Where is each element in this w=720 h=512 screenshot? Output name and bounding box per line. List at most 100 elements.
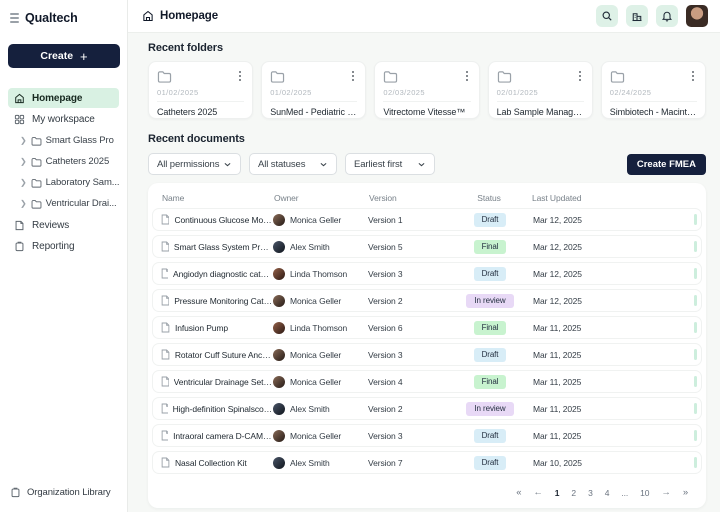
owner-avatar xyxy=(273,240,285,253)
document-icon xyxy=(161,322,170,333)
folder-date: 02/03/2025 xyxy=(383,88,471,102)
page-number[interactable]: 3 xyxy=(588,487,593,498)
table-row[interactable]: Smart Glass System Prototype Alex Smith … xyxy=(152,235,702,258)
page-number[interactable]: 1 xyxy=(554,487,560,498)
table-row[interactable]: Intraoral camera D-CAM HD S - 0° Monica … xyxy=(152,424,702,447)
next-page-icon[interactable]: → xyxy=(661,487,671,498)
table-row[interactable]: Infusion Pump Linda Thomson Version 6 Fi… xyxy=(152,316,702,339)
user-avatar[interactable] xyxy=(686,5,708,27)
page-links: 1 2 3 4... 10 xyxy=(555,488,650,498)
folder-card[interactable]: 01/02/2025 SunMed - Pediatric resusc... xyxy=(261,61,367,119)
folder-icon xyxy=(31,178,42,188)
chevron-right-icon: ❯ xyxy=(20,136,27,145)
column-header-name: Name xyxy=(162,192,185,203)
document-version: Version 5 xyxy=(368,241,403,252)
owner-name: Monica Geller xyxy=(290,376,342,387)
card-menu-icon[interactable] xyxy=(349,70,357,82)
row-menu-icon[interactable] xyxy=(694,322,697,333)
table-row[interactable]: Ventricular Drainage Set: Trocar Monica … xyxy=(152,370,702,393)
document-name: High-definition Spinalscope Fiber O... xyxy=(172,403,273,414)
folder-card[interactable]: 02/01/2025 Lab Sample Management xyxy=(487,61,593,119)
sidebar-workspace-folder[interactable]: ❯ Smart Glass Pro xyxy=(20,130,119,151)
search-button[interactable] xyxy=(596,5,618,27)
table-row[interactable]: Nasal Collection Kit Alex Smith Version … xyxy=(152,451,702,474)
permissions-filter[interactable]: All permissions xyxy=(148,153,241,175)
row-menu-icon[interactable] xyxy=(694,214,697,225)
table-row[interactable]: High-definition Spinalscope Fiber O... A… xyxy=(152,397,702,420)
chevron-down-icon xyxy=(319,160,328,169)
document-version: Version 3 xyxy=(368,430,403,441)
page-number[interactable]: 10 xyxy=(640,487,650,498)
last-page-icon[interactable]: » xyxy=(682,487,688,498)
page-number[interactable]: 4 xyxy=(604,487,610,498)
row-menu-icon[interactable] xyxy=(694,241,697,252)
organization-button[interactable] xyxy=(626,5,648,27)
table-row[interactable]: Continuous Glucose Monitor Monica Geller… xyxy=(152,208,702,231)
owner-name: Linda Thomson xyxy=(290,268,348,279)
row-menu-icon[interactable] xyxy=(694,268,697,279)
row-menu-icon[interactable] xyxy=(694,295,697,306)
owner-name: Monica Geller xyxy=(290,349,342,360)
folder-card-list: 01/02/2025 Catheters 2025 01/02/2025 Sun… xyxy=(148,61,706,119)
table-row[interactable]: Rotator Cuff Suture Anchor Monica Geller… xyxy=(152,343,702,366)
folder-label: Smart Glass Pro xyxy=(45,135,114,146)
table-row[interactable]: Angiodyn diagnostic catheters for... Lin… xyxy=(152,262,702,285)
sidebar-workspace-folder[interactable]: ❯ Laboratory Sam... xyxy=(20,172,119,193)
first-page-icon[interactable]: « xyxy=(516,487,522,498)
recent-folders-heading: Recent folders xyxy=(148,42,224,54)
previous-page-icon[interactable]: ← xyxy=(533,487,543,498)
owner-avatar xyxy=(273,267,285,280)
sidebar-item-label: Homepage xyxy=(32,92,83,104)
sidebar-item-reviews[interactable]: Reviews xyxy=(8,215,119,235)
row-menu-icon[interactable] xyxy=(694,376,697,387)
table-row[interactable]: Pressure Monitoring Catheter Monica Gell… xyxy=(152,289,702,312)
status-badge: In review xyxy=(466,293,514,308)
document-icon xyxy=(161,430,169,441)
row-menu-icon[interactable] xyxy=(694,457,697,468)
create-button-label: Create xyxy=(40,50,74,62)
folder-card[interactable]: 02/03/2025 Vitrectome Vitesse™ xyxy=(374,61,480,119)
chevron-down-icon xyxy=(223,160,232,169)
row-menu-icon[interactable] xyxy=(694,349,697,360)
page-number[interactable]: 2 xyxy=(571,487,577,498)
card-menu-icon[interactable] xyxy=(463,70,471,82)
folder-icon xyxy=(383,70,398,83)
folder-icon xyxy=(610,70,625,83)
folder-icon xyxy=(157,70,172,83)
sidebar-item-homepage[interactable]: Homepage xyxy=(8,88,119,108)
last-updated: Mar 11, 2025 xyxy=(533,430,582,441)
sidebar-workspace-folder[interactable]: ❯ Catheters 2025 xyxy=(20,151,119,172)
card-menu-icon[interactable] xyxy=(236,70,244,82)
folder-name: Vitrectome Vitesse™ xyxy=(383,107,466,117)
last-updated: Mar 12, 2025 xyxy=(533,241,582,252)
sidebar-item-reporting[interactable]: Reporting xyxy=(8,236,119,256)
create-button[interactable]: Create + xyxy=(8,44,120,68)
document-icon xyxy=(161,403,168,414)
folder-name: Catheters 2025 xyxy=(157,107,218,117)
main-area: Homepage xyxy=(128,0,720,512)
chevron-down-icon xyxy=(417,160,426,169)
sidebar-workspace-folder[interactable]: ❯ Ventricular Drai... xyxy=(20,193,119,214)
statuses-filter[interactable]: All statuses xyxy=(249,153,337,175)
topbar: Homepage xyxy=(128,0,720,33)
document-icon xyxy=(161,241,169,252)
sidebar-item-my-workspace[interactable]: My workspace xyxy=(8,109,119,129)
card-menu-icon[interactable] xyxy=(576,70,584,82)
last-updated: Mar 11, 2025 xyxy=(533,322,582,333)
sidebar-item-organization-library[interactable]: Organization Library xyxy=(10,487,111,498)
chevron-right-icon: ❯ xyxy=(20,199,27,208)
folder-card[interactable]: 02/24/2025 Simbiotech - Macintosh I... xyxy=(600,61,706,119)
document-name: Ventricular Drainage Set: Trocar xyxy=(173,376,273,387)
create-fmea-button[interactable]: Create FMEA xyxy=(626,153,706,175)
card-menu-icon[interactable] xyxy=(689,70,697,82)
sidebar-toggle-icon[interactable] xyxy=(10,13,19,23)
folder-card[interactable]: 01/02/2025 Catheters 2025 xyxy=(148,61,254,119)
row-menu-icon[interactable] xyxy=(694,430,697,441)
notifications-button[interactable] xyxy=(656,5,678,27)
logo-row: Qualtech xyxy=(0,0,127,25)
sort-order-filter[interactable]: Earliest first xyxy=(345,153,435,175)
row-menu-icon[interactable] xyxy=(694,403,697,414)
filters-row: All permissions All statuses Earliest fi… xyxy=(148,153,706,175)
last-updated: Mar 12, 2025 xyxy=(533,214,582,225)
document-name: Continuous Glucose Monitor xyxy=(174,214,273,225)
